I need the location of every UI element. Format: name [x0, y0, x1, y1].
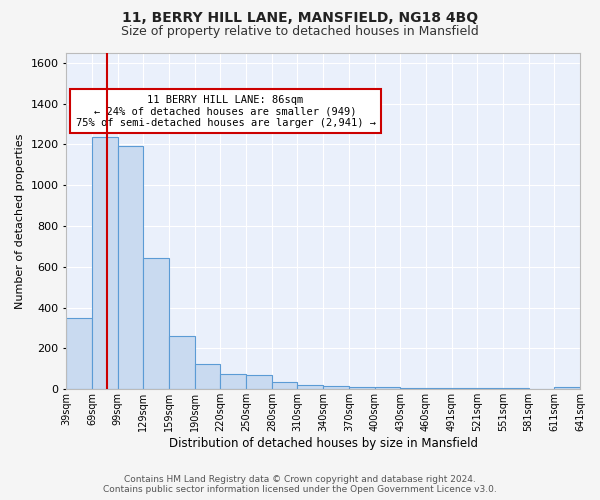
Bar	[554, 387, 580, 390]
Bar	[477, 388, 503, 390]
Bar	[67, 318, 92, 390]
Bar	[529, 388, 554, 390]
Bar	[143, 258, 169, 390]
Bar	[374, 388, 400, 390]
Bar	[272, 382, 298, 390]
Bar	[169, 336, 195, 390]
Bar	[426, 388, 452, 390]
X-axis label: Distribution of detached houses by size in Mansfield: Distribution of detached houses by size …	[169, 437, 478, 450]
Bar	[349, 387, 374, 390]
Text: Size of property relative to detached houses in Mansfield: Size of property relative to detached ho…	[121, 25, 479, 38]
Bar	[400, 388, 426, 390]
Bar	[323, 386, 349, 390]
Text: 11 BERRY HILL LANE: 86sqm
← 24% of detached houses are smaller (949)
75% of semi: 11 BERRY HILL LANE: 86sqm ← 24% of detac…	[76, 94, 376, 128]
Bar	[246, 375, 272, 390]
Text: Contains HM Land Registry data © Crown copyright and database right 2024.
Contai: Contains HM Land Registry data © Crown c…	[103, 474, 497, 494]
Bar	[503, 388, 529, 390]
Bar	[92, 137, 118, 390]
Bar	[220, 374, 246, 390]
Bar	[452, 388, 477, 390]
Bar	[298, 385, 323, 390]
Bar	[118, 146, 143, 390]
Text: 11, BERRY HILL LANE, MANSFIELD, NG18 4BQ: 11, BERRY HILL LANE, MANSFIELD, NG18 4BQ	[122, 12, 478, 26]
Y-axis label: Number of detached properties: Number of detached properties	[15, 133, 25, 308]
Bar	[195, 364, 220, 390]
